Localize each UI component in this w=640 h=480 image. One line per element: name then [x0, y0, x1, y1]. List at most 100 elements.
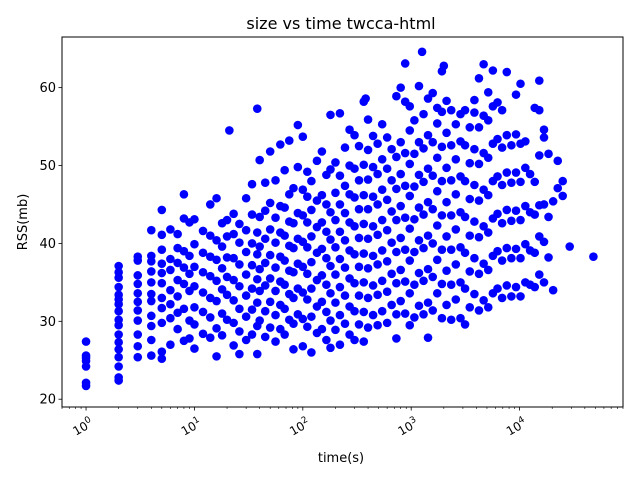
data-point: [255, 316, 264, 325]
data-point: [147, 289, 156, 299]
data-point: [350, 335, 359, 345]
data-point: [423, 197, 433, 207]
data-point: [539, 125, 549, 134]
data-point: [114, 315, 123, 325]
data-point: [114, 261, 123, 271]
data-point: [229, 253, 238, 263]
data-point: [359, 278, 369, 287]
data-point: [298, 341, 308, 351]
data-point: [387, 238, 396, 247]
data-point: [114, 338, 123, 347]
data-point: [400, 59, 410, 68]
data-point: [298, 288, 308, 297]
data-point: [340, 143, 350, 152]
data-point: [525, 169, 535, 179]
data-point: [410, 214, 419, 224]
x-tick-base: 10: [395, 419, 415, 439]
data-point: [235, 238, 244, 247]
data-point: [147, 335, 156, 345]
data-point: [247, 239, 257, 248]
data-point: [133, 352, 143, 362]
data-point: [354, 320, 364, 329]
data-point: [363, 293, 373, 303]
data-point: [530, 248, 540, 258]
data-point: [465, 267, 475, 276]
data-point: [229, 318, 238, 328]
data-point: [166, 254, 175, 264]
data-point: [405, 191, 415, 201]
data-point: [166, 285, 175, 295]
data-point: [451, 119, 461, 129]
data-point: [307, 232, 316, 241]
data-point: [157, 268, 167, 278]
data-point: [396, 265, 405, 275]
data-point: [423, 130, 433, 140]
data-point: [190, 281, 199, 291]
data-point: [442, 128, 451, 138]
data-point: [147, 311, 156, 321]
data-point: [465, 302, 475, 312]
data-point: [252, 250, 262, 259]
data-point: [493, 172, 502, 181]
data-point: [276, 140, 285, 149]
data-point: [303, 192, 312, 201]
data-point: [241, 270, 251, 279]
data-point: [359, 337, 369, 346]
data-point: [382, 164, 392, 173]
data-point: [247, 260, 257, 270]
data-point: [359, 249, 369, 258]
data-point: [428, 306, 438, 315]
data-point: [359, 190, 369, 200]
data-point: [235, 260, 244, 269]
data-point: [350, 250, 359, 259]
data-point: [340, 236, 350, 245]
data-point: [419, 243, 428, 253]
data-point: [340, 208, 350, 218]
data-point: [483, 228, 493, 237]
data-point: [350, 278, 359, 288]
data-point: [247, 210, 257, 219]
data-point: [252, 228, 262, 237]
data-point: [247, 330, 257, 339]
data-point: [502, 281, 512, 290]
data-point: [260, 332, 270, 342]
data-point: [284, 136, 294, 145]
data-point: [303, 322, 312, 332]
data-point: [511, 90, 521, 99]
data-point: [317, 297, 327, 307]
data-point: [260, 234, 270, 244]
x-axis-label: time(s): [318, 451, 364, 466]
data-point: [414, 268, 424, 278]
data-point: [437, 245, 447, 254]
data-point: [521, 239, 530, 249]
data-point: [114, 345, 123, 354]
data-point: [483, 88, 493, 97]
data-point: [521, 163, 530, 173]
data-point: [289, 293, 298, 303]
data-point: [179, 279, 189, 289]
data-point: [252, 298, 262, 307]
data-point: [502, 130, 512, 140]
data-point: [317, 190, 327, 200]
data-point: [133, 306, 143, 315]
data-point: [198, 248, 208, 258]
data-point: [157, 303, 167, 313]
data-point: [432, 288, 442, 298]
data-point: [516, 253, 525, 263]
data-point: [392, 247, 401, 257]
data-point: [298, 262, 308, 272]
data-point: [359, 160, 369, 170]
data-point: [497, 218, 507, 228]
data-point: [373, 200, 382, 209]
data-point: [241, 247, 251, 257]
data-point: [373, 139, 382, 149]
data-point: [502, 243, 512, 253]
data-point: [451, 154, 461, 164]
x-axis: 100 101 102 103 104: [61, 407, 624, 439]
data-point: [470, 108, 479, 117]
data-point: [493, 209, 502, 219]
data-point: [260, 281, 270, 290]
data-point: [474, 196, 484, 205]
data-point: [326, 261, 335, 271]
data-point: [289, 218, 298, 228]
